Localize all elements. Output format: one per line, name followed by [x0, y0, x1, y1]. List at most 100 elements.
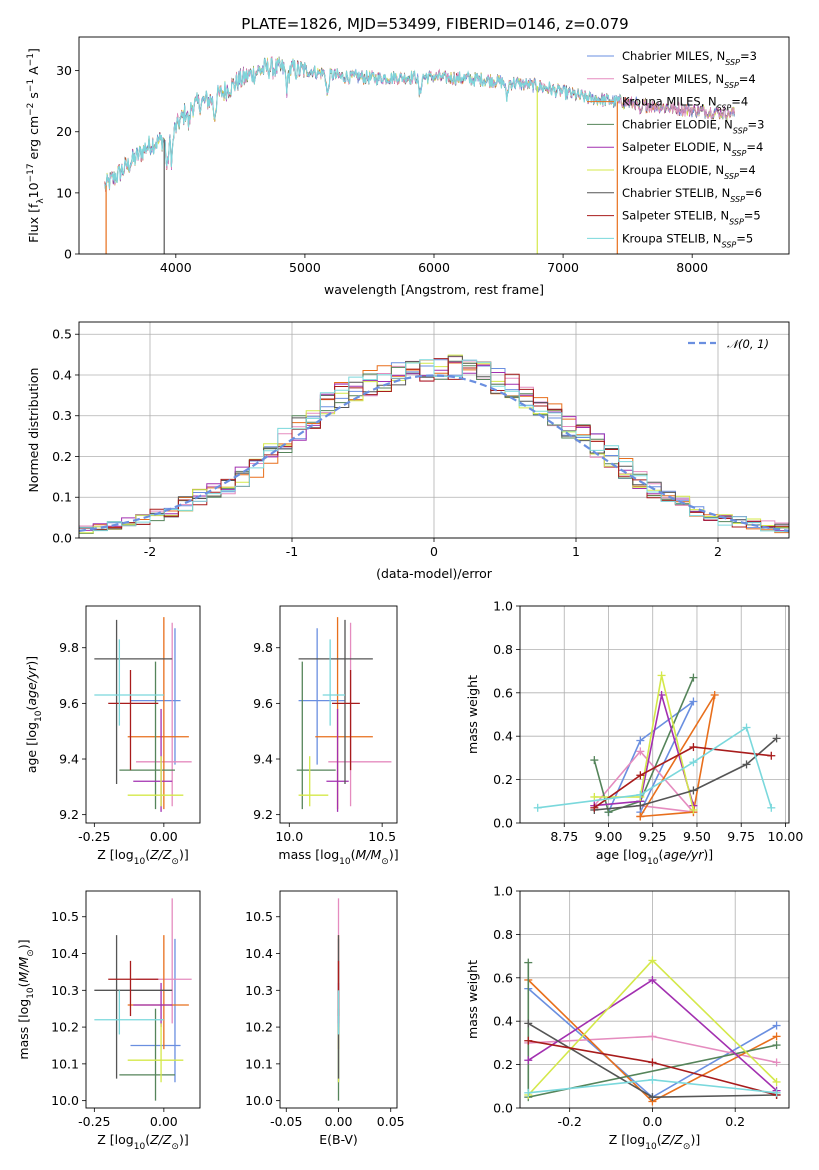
y-tick-label: 0.3: [52, 408, 72, 423]
x-axis-label: Z [log10(Z/Z⊙)]: [97, 1132, 188, 1152]
plot-area: [79, 354, 789, 534]
y-tick-label: 0: [64, 247, 72, 262]
y-tick-label: 0.4: [493, 729, 513, 744]
y-tick-label: 9.2: [253, 807, 273, 822]
y-tick-label: 10.2: [245, 1020, 273, 1035]
x-tick-label: -0.05: [270, 1114, 302, 1129]
y-tick-label: 20: [56, 124, 72, 139]
panel-mass-weight-vs-Z: -0.2 0.0 0.2 0.0 0.2 0.4 0.6 0.8 1.0 Z [log10(Z/Z…: [465, 884, 790, 1152]
x-tick-label: 9.00: [595, 829, 623, 844]
legend-label: 𝒩(0, 1): [727, 337, 769, 351]
figure-title: PLATE=1826, MJD=53499, FIBERID=0146, z=0…: [241, 15, 628, 33]
y-axis-label: age [log10(age/yr)]: [24, 656, 44, 773]
legend-label: Chabrier ELODIE, NSSP=3: [622, 117, 764, 135]
y-tick-label: 9.6: [59, 696, 79, 711]
y-tick-label: 0.0: [52, 531, 72, 546]
x-tick-label: -0.25: [78, 1114, 110, 1129]
y-tick-label: 1.0: [493, 884, 513, 899]
x-axis-label: wavelength [Angstrom, rest frame]: [324, 282, 544, 297]
legend-label: Salpeter ELODIE, NSSP=4: [622, 140, 763, 158]
y-axis-label: Normed distribution: [26, 368, 41, 493]
y-tick-label: 0.0: [493, 816, 513, 831]
x-tick-label: 0.0: [642, 1114, 662, 1129]
legend-label: Kroupa STELIB, NSSP=5: [622, 231, 753, 249]
y-tick-label: 10.4: [51, 946, 79, 961]
x-tick-label: 10.5: [368, 829, 396, 844]
y-tick-label: 9.2: [59, 807, 79, 822]
panel-age-vs-mass: 10.0 10.5 9.2 9.4 9.6 9.8 mass [log10(M/M⊙)]: [253, 605, 399, 867]
y-tick-label: 9.6: [253, 696, 273, 711]
legend-label: Kroupa MILES, NSSP=4: [622, 95, 748, 113]
plot-area: [533, 671, 781, 821]
panel-spectrum: 4000 5000 6000 7000 8000 0 10 20 30 wavelength [A…: [26, 36, 790, 297]
y-tick-label: 0.4: [52, 367, 72, 382]
x-axis-label: Z [log10(Z/Z⊙)]: [609, 1132, 700, 1152]
y-axis-label: mass weight: [465, 675, 480, 754]
panel-mass-vs-Z: -0.25 0.00 10.0 10.1 10.2 10.3 10.4 10.5 Z [log1…: [16, 890, 201, 1152]
x-tick-label: 6000: [418, 260, 450, 275]
y-tick-label: 0.1: [52, 490, 72, 505]
y-axis-label: mass weight: [465, 960, 480, 1039]
x-tick-label: -0.2: [557, 1114, 581, 1129]
y-tick-label: 10.2: [51, 1020, 79, 1035]
x-tick-label: 4000: [160, 260, 192, 275]
y-tick-label: 10.0: [51, 1093, 79, 1108]
x-tick-label: 0.05: [377, 1114, 405, 1129]
plot-area: [94, 898, 192, 1101]
x-tick-label: -0.25: [78, 829, 110, 844]
y-tick-label: 0.0: [493, 1101, 513, 1116]
y-tick-label: 9.8: [59, 640, 79, 655]
y-tick-label: 0.6: [493, 685, 513, 700]
axes-frame: [279, 605, 398, 824]
x-axis-label: mass [log10(M/M⊙)]: [278, 847, 398, 867]
y-tick-label: 0.5: [52, 327, 72, 342]
weight-line: [607, 700, 695, 813]
y-tick-label: 0.8: [493, 642, 513, 657]
weight-line: [594, 675, 695, 811]
x-tick-label: 10.00: [768, 829, 804, 844]
y-tick-label: 0.6: [493, 970, 513, 985]
x-axis-label: age [log10(age/yr)]: [596, 847, 713, 867]
y-tick-label: 0.2: [493, 772, 513, 787]
x-axis-label: E(B-V): [319, 1132, 358, 1147]
y-tick-label: 0.8: [493, 927, 513, 942]
y-tick-label: 10.1: [245, 1056, 273, 1071]
x-tick-label: 0.00: [150, 829, 178, 844]
x-tick-label: 9.50: [683, 829, 711, 844]
legend-label: Chabrier STELIB, NSSP=6: [622, 186, 762, 204]
y-tick-label: 10.4: [245, 946, 273, 961]
legend-label: Salpeter STELIB, NSSP=5: [622, 209, 761, 227]
y-tick-label: 0.2: [52, 449, 72, 464]
x-tick-label: 8000: [676, 260, 708, 275]
y-tick-label: 9.4: [253, 752, 273, 767]
x-tick-label: 0.00: [150, 1114, 178, 1129]
x-tick-label: -1: [286, 544, 298, 559]
x-tick-label: 0: [430, 544, 438, 559]
axes-frame: [85, 605, 201, 824]
y-tick-label: 10.5: [51, 909, 79, 924]
y-tick-label: 10.1: [51, 1056, 79, 1071]
x-tick-label: -2: [144, 544, 156, 559]
y-tick-label: 30: [56, 63, 72, 78]
x-tick-label: 7000: [547, 260, 579, 275]
y-axis-label: mass [log10(M/M⊙)]: [16, 939, 36, 1059]
spectrum-line: [104, 57, 622, 191]
x-tick-label: 8.75: [550, 829, 578, 844]
legend-label: Kroupa ELODIE, NSSP=4: [622, 163, 756, 181]
x-tick-label: 2: [714, 544, 722, 559]
legend-label: Salpeter MILES, NSSP=4: [622, 72, 756, 90]
x-axis-label: Z [log10(Z/Z⊙)]: [97, 847, 188, 867]
y-tick-label: 1.0: [493, 599, 513, 614]
legend-label: Chabrier MILES, NSSP=3: [622, 49, 757, 67]
axes-frame: [85, 890, 201, 1109]
axes-frame: [519, 605, 790, 824]
plot-area: [296, 617, 392, 812]
weight-line: [594, 694, 695, 807]
y-tick-label: 9.4: [59, 752, 79, 767]
x-tick-label: 0.2: [725, 1114, 745, 1129]
y-tick-label: 10: [56, 185, 72, 200]
x-tick-label: 9.25: [639, 829, 667, 844]
y-tick-label: 9.8: [253, 640, 273, 655]
histogram-step: [79, 359, 789, 533]
